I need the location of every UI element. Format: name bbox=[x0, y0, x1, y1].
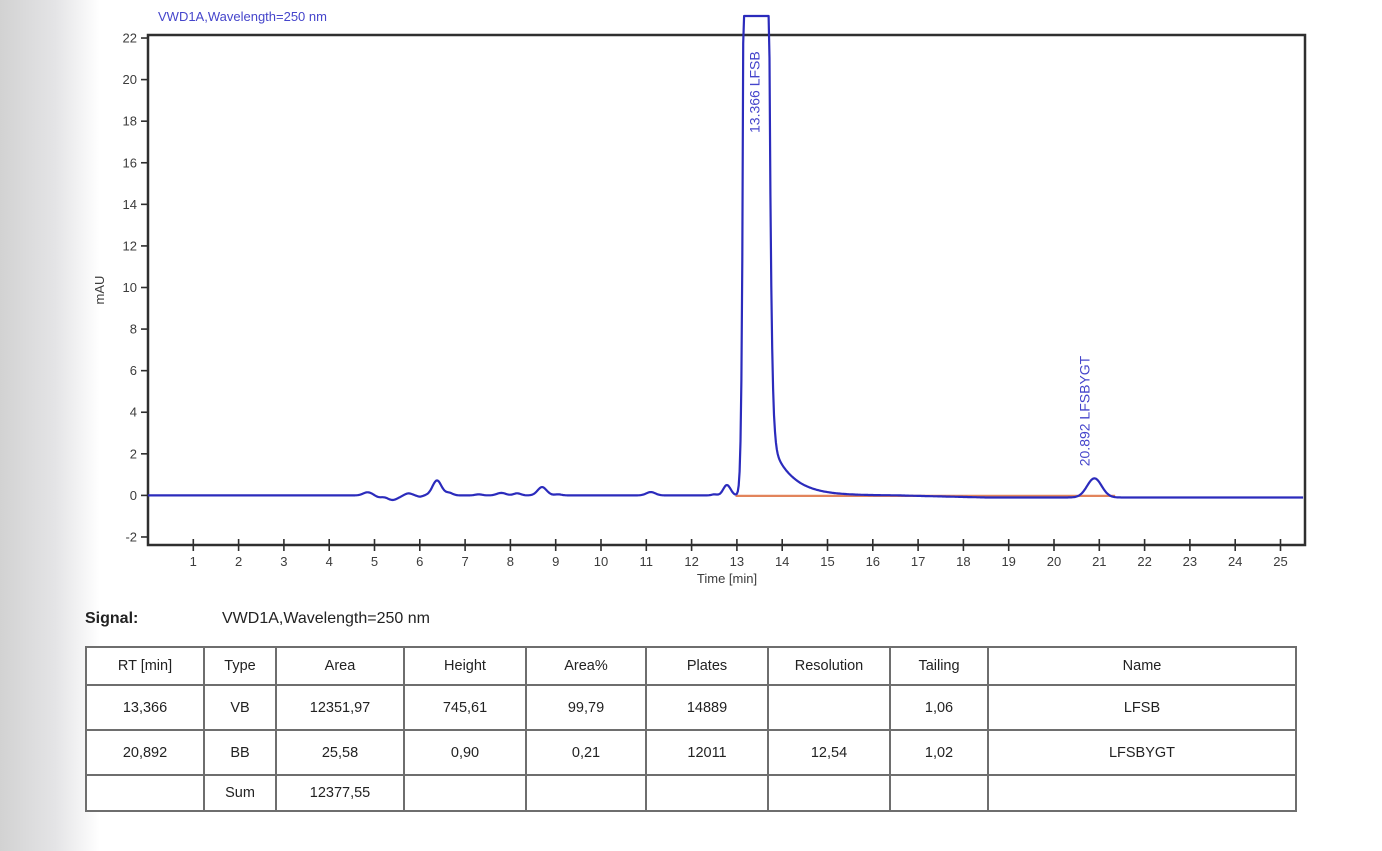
column-header: Resolution bbox=[767, 646, 891, 686]
chromatogram-chart: VWD1A,Wavelength=250 nm 1 2 3 4 5 6 7 8 9 10 11 12 13… bbox=[92, 9, 1307, 586]
y-tick-label: 18 bbox=[123, 114, 137, 129]
table-cell: 25,58 bbox=[275, 729, 405, 776]
table-cell bbox=[767, 684, 891, 731]
column-header: Plates bbox=[645, 646, 769, 686]
x-tick-label: 12 bbox=[684, 554, 698, 569]
x-tick-label: 17 bbox=[911, 554, 925, 569]
table-cell: 1,02 bbox=[889, 729, 989, 776]
x-tick-label: 2 bbox=[235, 554, 242, 569]
x-tick-label: 4 bbox=[326, 554, 333, 569]
table-cell: 12,54 bbox=[767, 729, 891, 776]
x-tick-label: 16 bbox=[866, 554, 880, 569]
x-tick-label: 20 bbox=[1047, 554, 1061, 569]
y-tick-label: 4 bbox=[130, 405, 137, 420]
x-tick-label: 13 bbox=[730, 554, 744, 569]
y-tick-label: 0 bbox=[130, 488, 137, 503]
column-header: Height bbox=[403, 646, 527, 686]
table-cell bbox=[403, 774, 527, 812]
table-cell bbox=[85, 774, 205, 812]
peak-row: 13,366 VB 12351,97 745,61 99,79 14889 1,06 LFSB bbox=[85, 684, 1297, 731]
sum-row: Sum 12377,55 bbox=[85, 774, 1297, 812]
x-tick-label: 1 bbox=[190, 554, 197, 569]
table-cell: 12351,97 bbox=[275, 684, 405, 731]
table-cell: 745,61 bbox=[403, 684, 527, 731]
x-tick-label: 5 bbox=[371, 554, 378, 569]
y-tick-label: 16 bbox=[123, 155, 137, 170]
x-tick-label: 21 bbox=[1092, 554, 1106, 569]
x-tick-label: 8 bbox=[507, 554, 514, 569]
y-tick-label: 20 bbox=[123, 72, 137, 87]
x-tick-label: 10 bbox=[594, 554, 608, 569]
column-header: Tailing bbox=[889, 646, 989, 686]
column-header: Type bbox=[203, 646, 277, 686]
x-tick-label: 24 bbox=[1228, 554, 1242, 569]
chart-title: VWD1A,Wavelength=250 nm bbox=[158, 9, 327, 24]
table-header-row: RT [min] Type Area Height Area% Plates Resolut… bbox=[85, 646, 1297, 686]
table-cell bbox=[525, 774, 647, 812]
column-header: Name bbox=[987, 646, 1297, 686]
y-tick-label: 10 bbox=[123, 280, 137, 295]
x-tick-label: 6 bbox=[416, 554, 423, 569]
y-tick-label: 14 bbox=[123, 197, 137, 212]
column-header: Area bbox=[275, 646, 405, 686]
peak-annotation: 20.892 LFSBYGT bbox=[1076, 355, 1092, 466]
table-cell: 1,06 bbox=[889, 684, 989, 731]
y-tick-label: -2 bbox=[125, 529, 137, 544]
x-tick-label: 7 bbox=[461, 554, 468, 569]
signal-trace bbox=[147, 14, 1304, 502]
table-cell: 0,21 bbox=[525, 729, 647, 776]
x-tick-label: 3 bbox=[280, 554, 287, 569]
column-header: Area% bbox=[525, 646, 647, 686]
y-tick-label: 6 bbox=[130, 363, 137, 378]
y-tick-label: 12 bbox=[123, 238, 137, 253]
signal-caption-value: VWD1A,Wavelength=250 nm bbox=[222, 610, 430, 627]
table-cell: LFSBYGT bbox=[987, 729, 1297, 776]
signal-caption: Signal: VWD1A,Wavelength=250 nm bbox=[85, 610, 430, 628]
table-cell: 0,90 bbox=[403, 729, 527, 776]
x-tick-label: 11 bbox=[640, 554, 654, 569]
peak-results-table: RT [min] Type Area Height Area% Plates Resolut… bbox=[85, 646, 1297, 812]
x-tick-label: 23 bbox=[1183, 554, 1197, 569]
x-tick-label: 18 bbox=[956, 554, 970, 569]
table-cell: 99,79 bbox=[525, 684, 647, 731]
y-tick-label: 2 bbox=[130, 446, 137, 461]
y-axis-label: mAU bbox=[92, 276, 107, 305]
table-cell bbox=[767, 774, 891, 812]
x-tick-label: 25 bbox=[1273, 554, 1287, 569]
peak-annotation: 13.366 LFSB bbox=[746, 51, 762, 133]
table-cell: 12377,55 bbox=[275, 774, 405, 812]
table-cell: 13,366 bbox=[85, 684, 205, 731]
x-tick-label: 9 bbox=[552, 554, 559, 569]
table-cell bbox=[889, 774, 989, 812]
y-tick-label: 8 bbox=[130, 322, 137, 337]
x-tick-label: 14 bbox=[775, 554, 789, 569]
table-cell: 20,892 bbox=[85, 729, 205, 776]
table-cell: 12011 bbox=[645, 729, 769, 776]
table-cell bbox=[645, 774, 769, 812]
x-axis-label: Time [min] bbox=[697, 571, 757, 586]
x-tick-label: 19 bbox=[1001, 554, 1015, 569]
column-header: RT [min] bbox=[85, 646, 205, 686]
table-cell: VB bbox=[203, 684, 277, 731]
table-cell bbox=[987, 774, 1297, 812]
signal-caption-label: Signal: bbox=[85, 610, 139, 627]
x-tick-label: 15 bbox=[820, 554, 834, 569]
table-cell: 14889 bbox=[645, 684, 769, 731]
table-cell: BB bbox=[203, 729, 277, 776]
y-tick-label: 22 bbox=[123, 31, 137, 46]
table-cell: Sum bbox=[203, 774, 277, 812]
chromatogram-plot: VWD1A,Wavelength=250 nm1 2 3 4 5 6 7 8 9 10 11 12 13… bbox=[92, 9, 1307, 586]
peak-row: 20,892 BB 25,58 0,90 0,21 12011 12,54 1,02 LFSBY… bbox=[85, 729, 1297, 776]
x-tick-label: 22 bbox=[1137, 554, 1151, 569]
table-cell: LFSB bbox=[987, 684, 1297, 731]
plot-frame bbox=[146, 33, 1307, 547]
